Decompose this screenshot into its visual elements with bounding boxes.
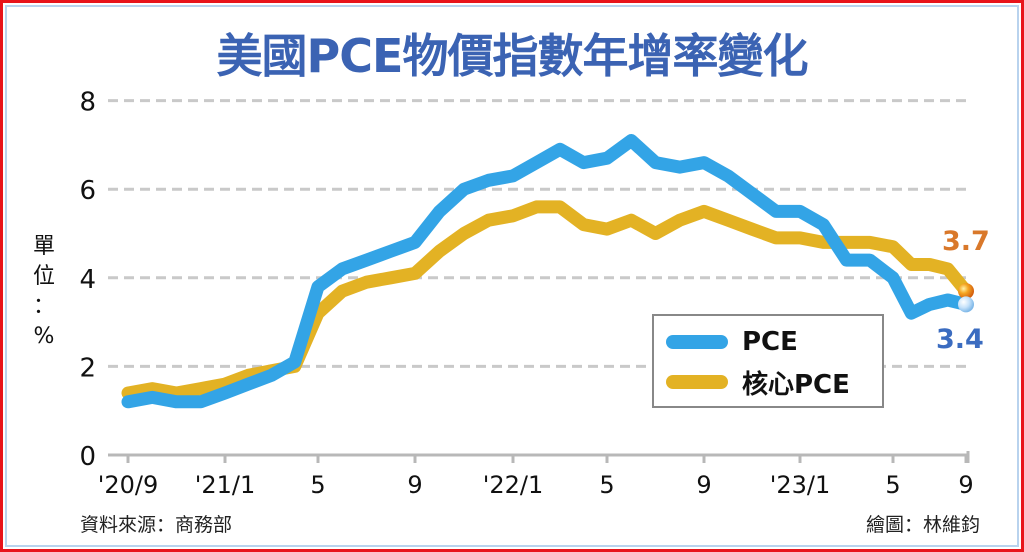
y-axis-unit-label: 單 位 ： %: [32, 232, 56, 352]
svg-text:6: 6: [79, 176, 96, 206]
svg-text:'22/1: '22/1: [483, 471, 544, 499]
svg-text:'20/9: '20/9: [98, 471, 159, 499]
chart-title: 美國PCE物價指數年增率變化: [216, 29, 809, 83]
pce-end-value-label: 3.4: [936, 324, 984, 355]
legend-label-pce: PCE: [742, 327, 798, 357]
pce-swatch-icon: [666, 335, 728, 349]
svg-text:9: 9: [407, 471, 422, 499]
legend-item-core: 核心PCE: [666, 362, 850, 402]
core-end-value-label: 3.7: [942, 226, 990, 257]
svg-text:9: 9: [958, 471, 973, 499]
svg-text:5: 5: [599, 471, 614, 499]
end-markers: [958, 283, 974, 313]
pce-end-value: 3.4: [936, 324, 984, 355]
x-axis: '20/9 '21/1 5 9 '22/1 5 9 '23/1 5 9: [98, 451, 974, 499]
unit-char: %: [33, 324, 55, 349]
svg-text:8: 8: [79, 88, 96, 118]
unit-char: ：: [32, 294, 55, 319]
svg-text:'21/1: '21/1: [195, 471, 256, 499]
svg-text:0: 0: [79, 442, 96, 472]
unit-char: 位: [32, 264, 55, 289]
core-end-value: 3.7: [942, 226, 990, 257]
svg-text:4: 4: [79, 265, 96, 295]
svg-text:5: 5: [885, 471, 900, 499]
core-swatch-icon: [666, 375, 728, 389]
svg-text:2: 2: [79, 353, 96, 383]
svg-text:9: 9: [696, 471, 711, 499]
data-series: [121, 134, 973, 409]
graphic-credit: 繪圖：林維鈞: [865, 514, 980, 536]
svg-text:5: 5: [310, 471, 325, 499]
svg-text:'23/1: '23/1: [770, 471, 831, 499]
legend-item-pce: PCE: [666, 322, 798, 362]
y-axis-ticks: 0 2 4 6 8: [79, 88, 96, 472]
unit-char: 單: [32, 234, 55, 259]
data-source: 資料來源：商務部: [80, 514, 233, 536]
legend-label-core: 核心PCE: [742, 369, 850, 400]
legend: PCE 核心PCE: [652, 314, 884, 408]
